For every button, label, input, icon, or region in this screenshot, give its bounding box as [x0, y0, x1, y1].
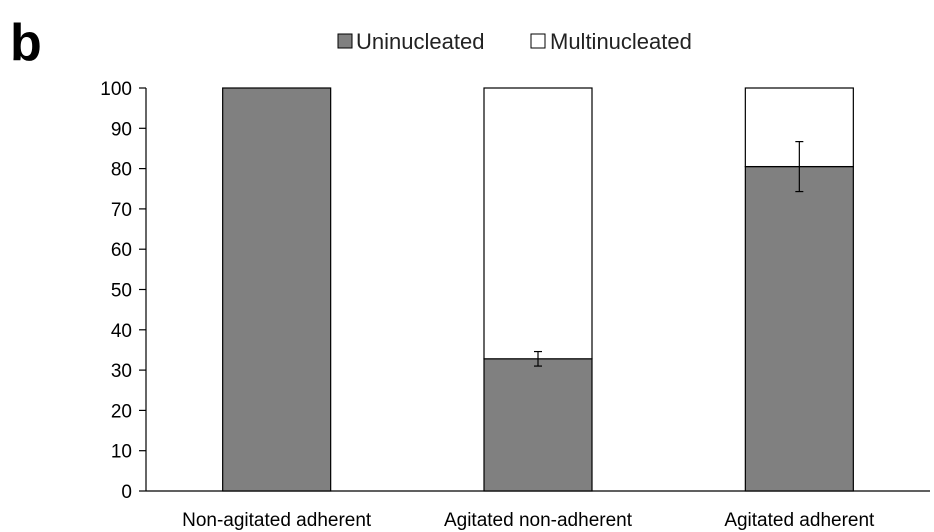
y-tick-label: 60	[111, 240, 132, 261]
panel-label: b	[10, 14, 42, 72]
bars-group	[222, 87, 854, 492]
legend-swatch-multinucleated	[530, 33, 546, 49]
y-tick-label: 70	[111, 200, 132, 221]
bar-uninucleated-1	[222, 87, 332, 492]
y-tick-label: 50	[111, 281, 132, 302]
category-labels: Non-agitated adherent Agitated non-adhere…	[182, 510, 875, 531]
y-tick-label: 90	[111, 119, 132, 140]
legend-label-uninucleated: Uninucleated	[356, 29, 484, 54]
bar-uninucleated-3	[744, 165, 854, 492]
y-tick-label: 80	[111, 160, 132, 181]
bar-multinucleated-2	[483, 87, 593, 360]
legend: Uninucleated Multinucleated	[337, 29, 692, 54]
y-tick-label: 40	[111, 321, 132, 342]
y-tick-label: 20	[111, 401, 132, 422]
x-category-label: Agitated adherent	[724, 510, 875, 531]
legend-label-multinucleated: Multinucleated	[550, 29, 692, 54]
y-tick-label: 100	[100, 79, 132, 100]
bar-uninucleated-2	[483, 358, 593, 492]
error-bars-group	[534, 140, 804, 367]
x-category-label: Non-agitated adherent	[182, 510, 372, 531]
bar-multinucleated-3	[744, 87, 854, 168]
y-tick-label: 30	[111, 361, 132, 382]
x-category-label: Agitated non-adherent	[444, 510, 633, 531]
y-tick-label: 0	[121, 482, 132, 503]
legend-swatch-uninucleated	[337, 33, 353, 49]
y-axis: 0 10 20 30 40 50 60 70 80 90 100	[100, 79, 930, 503]
y-tick-label: 10	[111, 442, 132, 463]
